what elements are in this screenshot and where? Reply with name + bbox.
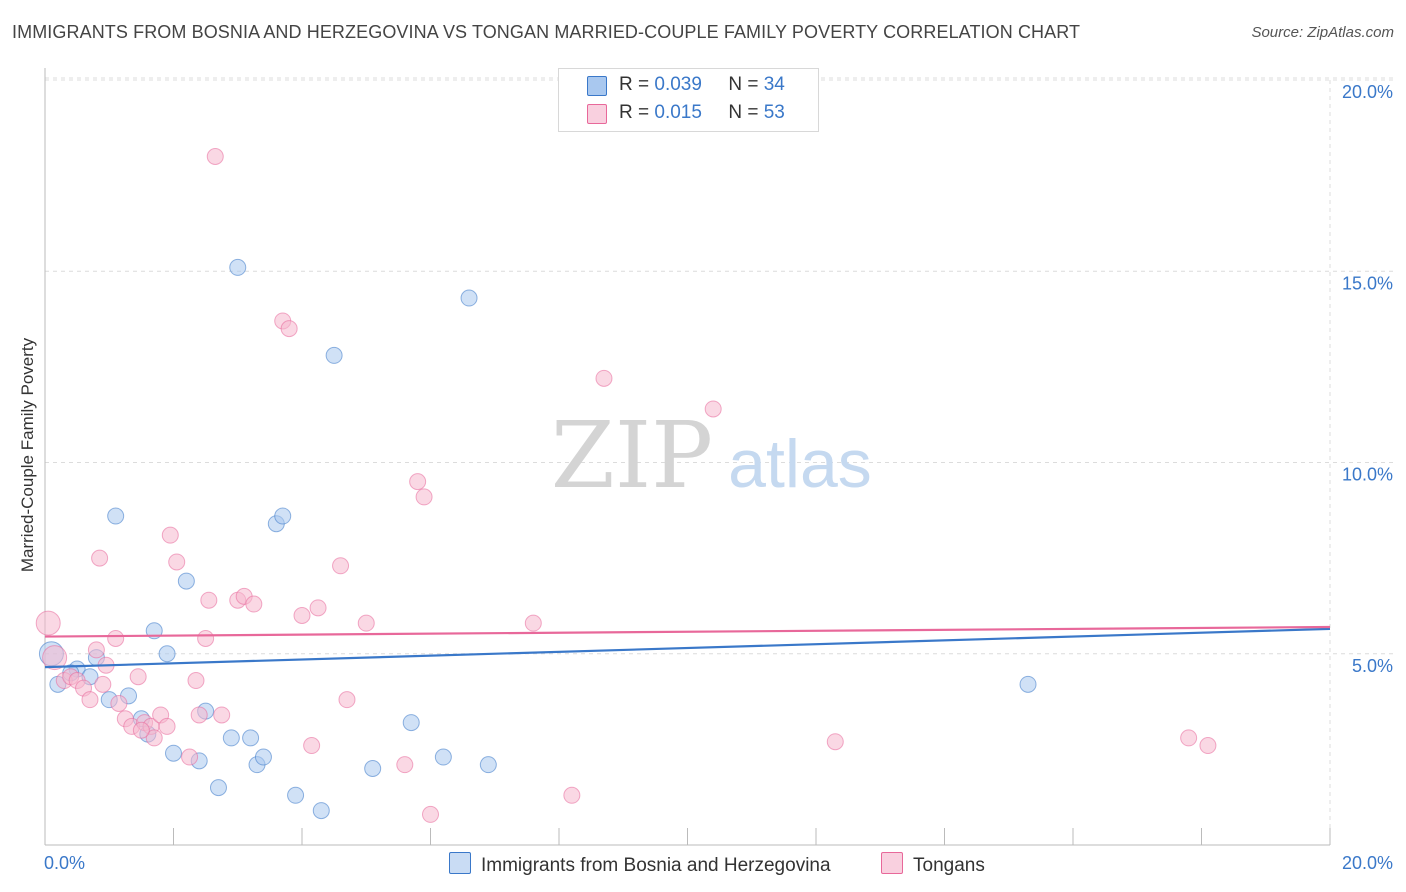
y-tick-label: 15.0% [1342, 273, 1393, 293]
tongan-point [94, 675, 112, 693]
tongan-point [826, 733, 844, 751]
trend-lines [44, 625, 1331, 669]
bottom-legend-swatch-pink [881, 852, 903, 874]
tongan-point [396, 756, 414, 774]
legend-n-value: 53 [763, 102, 785, 123]
legend-n-label: N = [728, 74, 759, 95]
y-tick-label: 10.0% [1342, 465, 1393, 485]
y-axis-label: Married-Couple Family Poverty [18, 337, 37, 573]
legend-swatch-pink [587, 104, 607, 124]
tongan-point [704, 400, 722, 418]
bosnia-point [274, 507, 292, 525]
y-tick-labels: 5.0% 10.0% 15.0% 20.0% [1342, 82, 1393, 676]
bosnia-point [364, 760, 382, 777]
bosnia-point [229, 258, 247, 276]
axes [44, 68, 1331, 846]
tongan-point [110, 694, 128, 712]
legend-n-value: 34 [763, 74, 785, 95]
tongan-point [1199, 737, 1217, 755]
gridlines [45, 77, 1395, 845]
tongan-point [338, 691, 356, 709]
bosnia-point [165, 744, 182, 762]
tongan-point [132, 721, 150, 739]
tongan-point [1180, 729, 1198, 747]
tongan-point [42, 645, 68, 671]
tongan-point [332, 557, 350, 575]
y-tick-label: 5.0% [1352, 656, 1393, 676]
bottom-legend-bosnia: Immigrants from Bosnia and Herzegovina [449, 852, 831, 877]
tongan-point [168, 553, 186, 571]
bosnia-point [242, 729, 260, 747]
x-tick-label: 20.0% [1342, 853, 1393, 873]
legend-swatch-blue [587, 76, 607, 96]
source-label: Source: ZipAtlas.com [1251, 24, 1394, 41]
tongan-point [200, 591, 218, 609]
x-tick-label: 0.0% [44, 853, 85, 873]
bosnia-trend-line [44, 627, 1331, 669]
tongan-point [91, 549, 109, 567]
bosnia-point [254, 748, 272, 766]
tongan-point [35, 610, 61, 636]
tongan-point [107, 629, 125, 647]
bosnia-point [434, 748, 452, 766]
tongan-point [129, 668, 147, 686]
legend-r-label: R = [619, 74, 650, 95]
bosnia-point [209, 779, 227, 797]
bosnia-point [479, 756, 497, 774]
tongan-point [303, 737, 321, 755]
tongan-point [197, 629, 215, 647]
bottom-legend-label: Immigrants from Bosnia and Herzegovina [481, 855, 831, 876]
legend-r-value: 0.039 [654, 74, 702, 95]
bottom-legend-label: Tongans [913, 855, 985, 876]
bosnia-point [460, 289, 478, 307]
bosnia-point [107, 507, 125, 525]
tongan-point [190, 706, 208, 724]
tongan-point [309, 599, 327, 617]
tongan-point [206, 148, 224, 165]
bosnia-point [402, 714, 420, 732]
tongan-point [422, 805, 439, 823]
bosnia-point [158, 645, 176, 663]
tongan-point [181, 748, 199, 766]
tongan-point [524, 614, 542, 632]
watermark-zip: ZIP [551, 402, 713, 509]
tongan-point [158, 717, 176, 735]
bosnia-point [222, 729, 240, 747]
bosnia-point [177, 572, 195, 590]
legend-n-label: N = [728, 102, 759, 123]
tongan-point [280, 320, 298, 338]
tongan-point [213, 706, 231, 724]
tongan-point [161, 526, 179, 544]
bosnia-point [312, 802, 330, 820]
watermark-atlas: atlas [728, 426, 872, 502]
bosnia-point [1019, 675, 1037, 693]
bosnia-point [325, 346, 343, 364]
x-tick-labels: 0.0% 20.0% [44, 853, 1393, 873]
y-tick-label: 20.0% [1342, 82, 1393, 102]
tongan-point [293, 607, 311, 624]
bottom-legend-swatch-blue [449, 852, 471, 874]
tongan-point [81, 691, 99, 709]
legend: R = 0.039 N = 34 R = 0.015 N = 53 [558, 68, 819, 132]
legend-r-value: 0.015 [654, 102, 702, 123]
tongan-point [357, 614, 375, 632]
chart-title: IMMIGRANTS FROM BOSNIA AND HERZEGOVINA V… [12, 22, 1081, 42]
tongan-point [145, 729, 163, 747]
bosnia-point [287, 786, 305, 804]
watermark: ZIP atlas [551, 402, 872, 509]
tongan-point [87, 641, 105, 659]
tongan-trend-line [44, 625, 1331, 638]
tongan-point [245, 595, 263, 613]
tongan-point [563, 786, 581, 804]
tongan-point [409, 473, 427, 491]
tongan-point [415, 488, 433, 506]
bottom-legend-tongans: Tongans [881, 852, 985, 877]
legend-r-label: R = [619, 102, 650, 123]
tongan-point [187, 672, 205, 690]
tongan-point [595, 369, 613, 387]
